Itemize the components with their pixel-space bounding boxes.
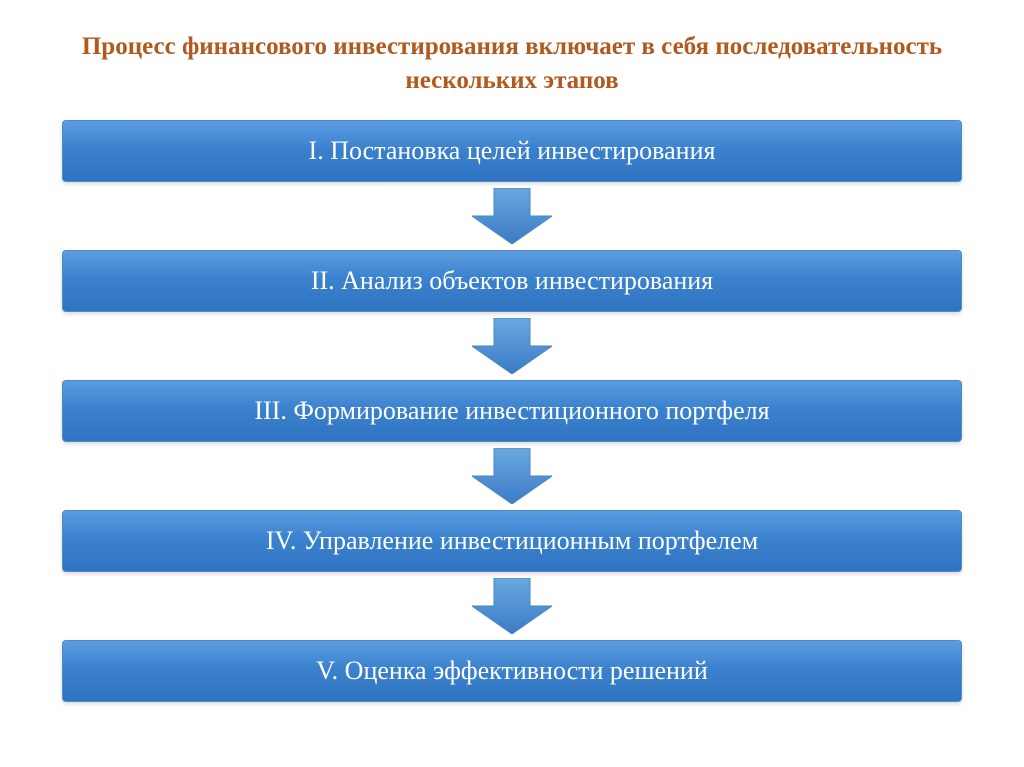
down-arrow-icon [472,318,552,374]
process-step-label: IV. Управление инвестиционным портфелем [266,526,758,556]
process-step-label: III. Формирование инвестиционного портфе… [254,396,769,426]
arrow-connector [62,312,962,380]
process-step-label: I. Постановка целей инвестирования [309,136,716,166]
down-arrow-icon [472,188,552,244]
arrow-connector [62,572,962,640]
process-step: IV. Управление инвестиционным портфелем [62,510,962,572]
process-step: I. Постановка целей инвестирования [62,120,962,182]
diagram-title: Процесс финансового инвестирования включ… [72,30,952,98]
diagram-container: Процесс финансового инвестирования включ… [0,0,1024,742]
process-flow: I. Постановка целей инвестирования II. А… [62,120,962,702]
down-arrow-icon [472,578,552,634]
arrow-connector [62,182,962,250]
down-arrow-icon [472,448,552,504]
process-step: II. Анализ объектов инвестирования [62,250,962,312]
process-step: V. Оценка эффективности решений [62,640,962,702]
process-step-label: V. Оценка эффективности решений [316,656,708,686]
process-step: III. Формирование инвестиционного портфе… [62,380,962,442]
process-step-label: II. Анализ объектов инвестирования [311,266,713,296]
arrow-connector [62,442,962,510]
